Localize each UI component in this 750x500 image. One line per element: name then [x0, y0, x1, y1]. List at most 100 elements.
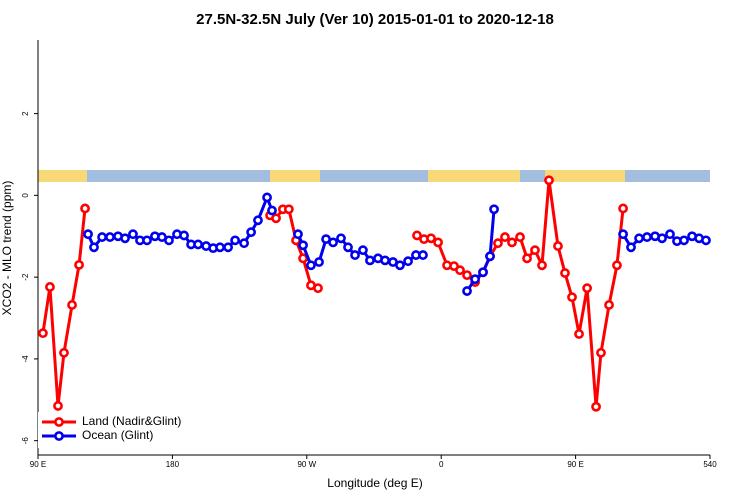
- data-point: [507, 237, 517, 248]
- data-point: [574, 329, 584, 339]
- data-point: [336, 233, 346, 244]
- land-ocean-strip: [38, 170, 710, 182]
- data-point: [67, 300, 77, 310]
- data-point: [522, 253, 532, 264]
- series-line: [41, 180, 625, 407]
- x-axis-label: Longitude (deg E): [327, 476, 422, 490]
- data-point: [642, 232, 652, 242]
- data-point: [246, 227, 256, 238]
- data-point: [262, 192, 272, 203]
- data-point: [306, 260, 316, 271]
- data-point: [142, 235, 152, 246]
- data-point: [657, 233, 667, 244]
- data-point: [485, 251, 495, 262]
- y-axis-label: XCO2 - MLO trend (ppm): [0, 181, 14, 316]
- data-point: [426, 233, 436, 244]
- data-point: [604, 300, 614, 310]
- y-tick-label: 2: [21, 111, 30, 116]
- x-tick-label: 540: [703, 460, 717, 469]
- ocean-band: [38, 170, 710, 182]
- data-point: [239, 238, 249, 249]
- data-point: [267, 205, 277, 216]
- data-point: [164, 235, 174, 246]
- data-point: [253, 215, 263, 226]
- data-point: [626, 242, 636, 253]
- data-point: [544, 175, 554, 186]
- data-point: [403, 256, 413, 267]
- chart-title: 27.5N-32.5N July (Ver 10) 2015-01-01 to …: [196, 11, 554, 28]
- legend-label: Land (Nadir&Glint): [82, 414, 181, 428]
- data-point: [298, 253, 308, 264]
- data-point: [120, 233, 130, 244]
- data-point: [433, 237, 443, 248]
- data-point: [567, 292, 577, 303]
- data-point: [343, 242, 353, 253]
- data-point: [462, 286, 472, 296]
- data-point: [128, 229, 138, 240]
- legend-box: [38, 412, 188, 448]
- data-point: [515, 232, 525, 242]
- data-point: [470, 274, 480, 285]
- data-point: [618, 203, 628, 214]
- data-point: [701, 235, 711, 246]
- data-point: [271, 213, 281, 224]
- data-point: [83, 229, 93, 240]
- data-point: [223, 242, 234, 253]
- legend-marker: [54, 417, 64, 427]
- data-point: [193, 239, 203, 250]
- data-point: [105, 232, 115, 242]
- legend: Land (Nadir&Glint)Ocean (Glint): [38, 412, 188, 448]
- x-tick-label: 180: [166, 460, 180, 469]
- data-point: [358, 245, 368, 256]
- data-point: [365, 255, 375, 266]
- data-point: [38, 328, 48, 339]
- data-point: [298, 240, 308, 251]
- data-point: [560, 268, 570, 278]
- data-point: [179, 230, 189, 241]
- data-point: [618, 229, 628, 240]
- data-point: [665, 229, 675, 240]
- y-tick-label: 0: [21, 193, 30, 198]
- data-point: [418, 250, 428, 260]
- x-tick-label: 90 E: [567, 460, 583, 469]
- data-point: [80, 203, 90, 214]
- data-point: [478, 267, 488, 278]
- data-point: [313, 283, 323, 294]
- data-point: [462, 270, 472, 280]
- data-point: [314, 257, 324, 267]
- data-point: [412, 230, 422, 241]
- land-band: [428, 170, 520, 182]
- data-point: [591, 401, 601, 412]
- y-tick-label: -4: [21, 355, 30, 363]
- data-point: [350, 250, 360, 260]
- data-point: [380, 255, 390, 266]
- data-point: [45, 282, 55, 292]
- data-point: [395, 260, 405, 271]
- data-point: [596, 347, 606, 358]
- x-tick-label: 90 E: [30, 460, 46, 469]
- x-tick-label: 0: [439, 460, 444, 469]
- data-point: [230, 235, 241, 246]
- data-point: [537, 260, 547, 271]
- data-point: [612, 260, 622, 271]
- data-point: [679, 235, 689, 246]
- data-point: [530, 245, 540, 256]
- data-point: [634, 233, 644, 244]
- data-point: [283, 204, 294, 215]
- x-tick-label: 90 W: [297, 460, 316, 469]
- data-point: [293, 229, 303, 240]
- data-point: [328, 237, 338, 248]
- data-point: [455, 265, 465, 276]
- legend-label: Ocean (Glint): [82, 428, 153, 442]
- land-band: [38, 170, 87, 182]
- y-tick-label: -6: [21, 437, 30, 445]
- data-point: [59, 347, 69, 358]
- data-point: [493, 238, 503, 249]
- data-point: [53, 401, 63, 411]
- data-point: [582, 283, 592, 294]
- data-point: [89, 242, 99, 253]
- data-point: [74, 259, 84, 270]
- legend-marker: [54, 431, 64, 441]
